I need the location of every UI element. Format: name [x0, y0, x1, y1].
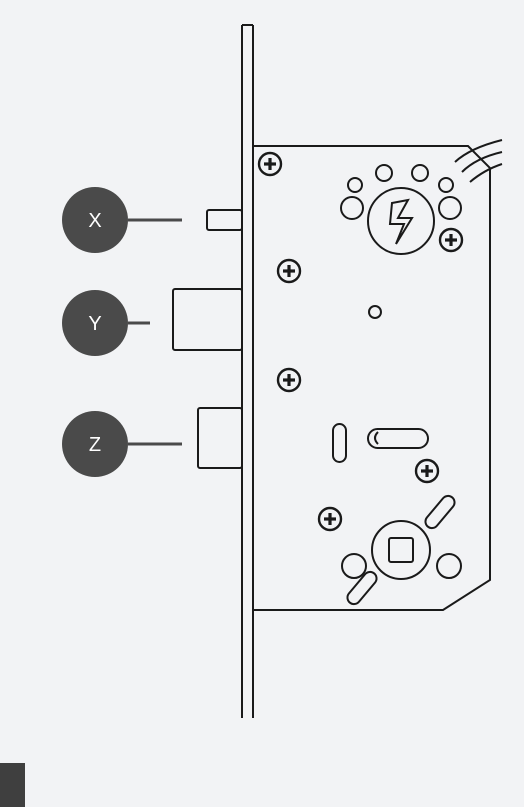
callout-label-z: Z: [89, 434, 101, 456]
hole: [368, 305, 382, 319]
screw-icon: [317, 506, 343, 532]
callout-x: X: [62, 187, 182, 253]
cylinder-cam: [340, 164, 462, 255]
horizontal-slot: [367, 428, 429, 449]
latch-x: [206, 209, 243, 231]
screw-icon: [438, 227, 464, 253]
lock-case: [253, 145, 491, 611]
screw-icon: [276, 258, 302, 284]
callout-label-x: X: [88, 210, 101, 232]
follower-hub: [341, 520, 462, 580]
corner-block: [0, 763, 25, 807]
callout-z: Z: [62, 411, 182, 477]
callout-label-y: Y: [88, 313, 101, 335]
diagonal-slot: [346, 570, 378, 606]
cables: [454, 139, 503, 183]
faceplate: [241, 24, 254, 718]
vertical-slot: [332, 423, 347, 463]
screw-icon: [257, 151, 283, 177]
screw-icon: [276, 367, 302, 393]
latch-z: [197, 407, 243, 469]
callout-y: Y: [62, 290, 150, 356]
diagonal-slot: [424, 494, 456, 530]
deadbolt-y: [172, 288, 243, 351]
screw-icon: [414, 458, 440, 484]
